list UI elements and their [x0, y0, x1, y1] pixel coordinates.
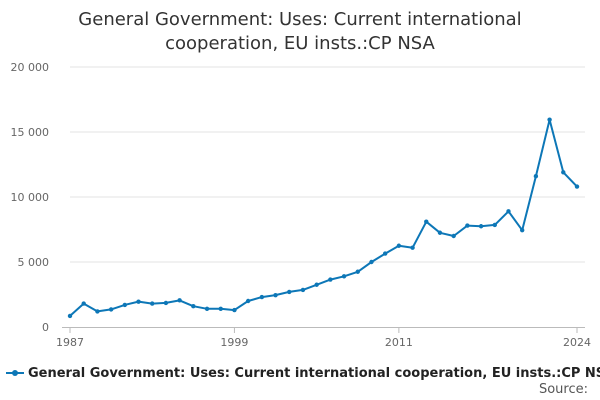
- chart-title: General Government: Uses: Current intern…: [0, 8, 600, 56]
- data-point[interactable]: [204, 306, 210, 311]
- x-tick-label: 1987: [56, 336, 84, 349]
- data-point[interactable]: [300, 287, 306, 293]
- data-point[interactable]: [506, 209, 511, 214]
- chart-title-line-1: General Government: Uses: Current intern…: [78, 9, 522, 30]
- data-point[interactable]: [150, 301, 155, 306]
- y-tick-label: 10 000: [11, 191, 50, 204]
- data-point[interactable]: [451, 233, 456, 239]
- legend[interactable]: General Government: Uses: Current intern…: [6, 364, 600, 382]
- legend-label: General Government: Uses: Current intern…: [28, 365, 600, 381]
- data-point[interactable]: [561, 170, 566, 175]
- data-point[interactable]: [122, 302, 128, 308]
- data-point[interactable]: [341, 274, 347, 279]
- data-point[interactable]: [396, 243, 402, 248]
- data-point[interactable]: [81, 301, 86, 306]
- data-point[interactable]: [245, 298, 251, 304]
- data-point[interactable]: [314, 282, 319, 287]
- data-point[interactable]: [547, 117, 552, 122]
- data-point[interactable]: [259, 294, 265, 300]
- data-point[interactable]: [519, 227, 525, 233]
- data-point[interactable]: [355, 269, 360, 274]
- data-point[interactable]: [437, 230, 443, 235]
- data-point[interactable]: [465, 223, 470, 228]
- data-point[interactable]: [273, 292, 278, 298]
- data-point[interactable]: [410, 245, 415, 250]
- data-point[interactable]: [177, 298, 182, 303]
- data-point[interactable]: [67, 313, 73, 319]
- data-point[interactable]: [191, 304, 196, 309]
- y-tick-label: 0: [42, 321, 49, 334]
- data-point[interactable]: [382, 251, 388, 256]
- series-layer: [67, 117, 580, 319]
- data-point[interactable]: [218, 306, 223, 311]
- data-point[interactable]: [232, 307, 237, 313]
- y-tick-label: 20 000: [11, 61, 50, 74]
- series-line: [69, 118, 578, 317]
- chart-title-line-2: cooperation, EU insts.:CP NSA: [165, 33, 435, 54]
- data-point[interactable]: [95, 309, 100, 314]
- data-point[interactable]: [108, 307, 114, 312]
- source-label: Source:: [538, 382, 588, 397]
- x-tick-label: 2024: [563, 336, 591, 349]
- data-point[interactable]: [163, 300, 169, 306]
- x-axis: 1987 1999 2011 2024: [56, 327, 591, 349]
- y-tick-label: 5 000: [18, 256, 50, 269]
- data-point[interactable]: [533, 174, 539, 179]
- data-point[interactable]: [369, 259, 374, 265]
- data-point[interactable]: [478, 224, 484, 229]
- data-point[interactable]: [328, 277, 333, 282]
- data-point[interactable]: [574, 184, 580, 189]
- legend-line-marker-icon: [6, 368, 24, 378]
- y-axis: 0 5 000 10 000 15 000 20 000: [11, 61, 50, 334]
- y-tick-label: 15 000: [11, 126, 50, 139]
- data-point[interactable]: [424, 219, 429, 224]
- data-point[interactable]: [492, 222, 497, 228]
- gridlines: [70, 66, 585, 263]
- x-tick-label: 2011: [385, 336, 413, 349]
- data-point[interactable]: [136, 299, 141, 304]
- data-point[interactable]: [287, 289, 292, 295]
- x-tick-label: 1999: [220, 336, 248, 349]
